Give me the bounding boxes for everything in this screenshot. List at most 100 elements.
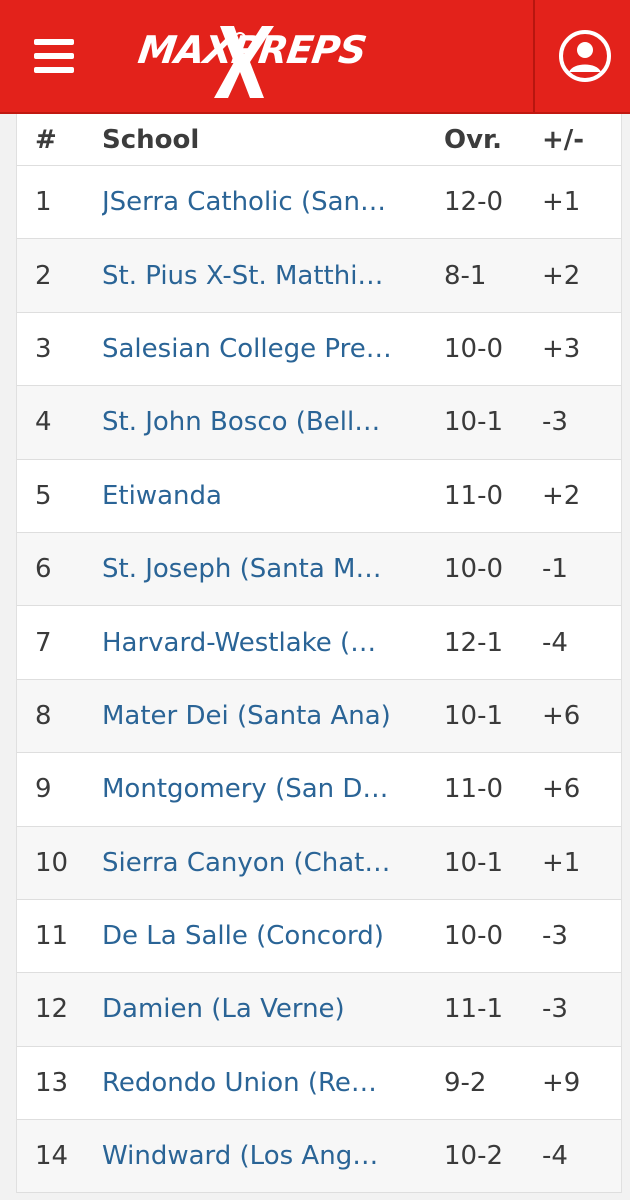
- school-link[interactable]: Redondo Union (Re…: [102, 1067, 377, 1098]
- column-header-change[interactable]: +/-: [542, 124, 585, 155]
- rank-change-cell: -3: [542, 994, 568, 1025]
- rank-change-cell: +2: [542, 480, 581, 511]
- school-cell: Sierra Canyon (Chat…: [102, 827, 432, 899]
- school-link[interactable]: St. Joseph (Santa M…: [102, 554, 382, 585]
- rank-change-cell: +9: [542, 1067, 581, 1098]
- overall-record-cell: 9-2: [444, 1067, 487, 1098]
- table-row: 6 St. Joseph (Santa M… 10-0 -1: [17, 532, 621, 607]
- column-header-school[interactable]: School: [102, 124, 200, 155]
- table-row: 3 Salesian College Pre… 10-0 +3: [17, 313, 621, 387]
- table-row: 10 Sierra Canyon (Chat… 10-1 +1: [17, 826, 621, 900]
- rank-change-cell: +6: [542, 700, 581, 731]
- rank-change-cell: -3: [542, 407, 568, 438]
- table-row: 14 Windward (Los Ang… 10-2 -4: [17, 1120, 621, 1194]
- table-header-row: # School Ovr. +/-: [17, 114, 621, 166]
- school-link[interactable]: Salesian College Pre…: [102, 333, 392, 364]
- school-cell: Harvard-Westlake (…: [102, 606, 432, 678]
- rank-change-cell: +2: [542, 260, 581, 291]
- rank-change-cell: -1: [542, 554, 568, 585]
- header-divider: [533, 0, 535, 112]
- table-row: 5 Etiwanda 11-0 +2: [17, 460, 621, 533]
- rank-change-cell: -4: [542, 1141, 568, 1172]
- overall-record-cell: 10-1: [444, 407, 504, 438]
- rank-cell: 12: [35, 994, 69, 1025]
- rank-cell: 14: [35, 1141, 69, 1172]
- rank-cell: 2: [35, 260, 52, 291]
- school-cell: Windward (Los Ang…: [102, 1120, 432, 1192]
- rank-change-cell: +3: [542, 333, 581, 364]
- school-cell: Montgomery (San D…: [102, 753, 432, 825]
- school-cell: St. Joseph (Santa M…: [102, 533, 432, 605]
- school-link[interactable]: Damien (La Verne): [102, 994, 345, 1025]
- overall-record-cell: 10-1: [444, 700, 504, 731]
- menu-line: [34, 67, 74, 73]
- school-cell: Mater Dei (Santa Ana): [102, 680, 432, 752]
- menu-line: [34, 53, 74, 59]
- table-row: 2 St. Pius X-St. Matthi… 8-1 +2: [17, 239, 621, 313]
- school-cell: JSerra Catholic (San…: [102, 166, 432, 238]
- overall-record-cell: 10-1: [444, 847, 504, 878]
- rank-cell: 9: [35, 774, 52, 805]
- school-cell: Damien (La Verne): [102, 973, 432, 1045]
- school-cell: St. Pius X-St. Matthi…: [102, 239, 432, 311]
- school-link[interactable]: St. John Bosco (Bell…: [102, 407, 381, 438]
- overall-record-cell: 8-1: [444, 260, 487, 291]
- logo-x-figure-icon: [214, 26, 274, 98]
- rank-change-cell: -4: [542, 627, 568, 658]
- menu-line: [34, 39, 74, 45]
- school-cell: St. John Bosco (Bell…: [102, 386, 432, 458]
- overall-record-cell: 11-1: [444, 994, 504, 1025]
- rankings-table: # School Ovr. +/- 1 JSerra Catholic (San……: [16, 114, 622, 1194]
- hamburger-menu-icon[interactable]: [18, 22, 90, 90]
- rank-change-cell: -3: [542, 921, 568, 952]
- overall-record-cell: 12-0: [444, 187, 504, 218]
- school-link[interactable]: Sierra Canyon (Chat…: [102, 847, 391, 878]
- logo-wordmark: MAXPREPS: [135, 28, 369, 72]
- rank-cell: 1: [35, 187, 52, 218]
- rank-cell: 7: [35, 627, 52, 658]
- overall-record-cell: 10-0: [444, 921, 504, 952]
- overall-record-cell: 11-0: [444, 774, 504, 805]
- table-row: 8 Mater Dei (Santa Ana) 10-1 +6: [17, 679, 621, 754]
- top-navigation-bar: MAXPREPS: [0, 0, 630, 114]
- overall-record-cell: 11-0: [444, 480, 504, 511]
- school-link[interactable]: Windward (Los Ang…: [102, 1141, 379, 1172]
- overall-record-cell: 10-0: [444, 554, 504, 585]
- school-cell: Redondo Union (Re…: [102, 1047, 432, 1119]
- school-link[interactable]: Montgomery (San D…: [102, 774, 389, 805]
- school-link[interactable]: Harvard-Westlake (…: [102, 627, 377, 658]
- account-icon[interactable]: [555, 26, 615, 86]
- overall-record-cell: 12-1: [444, 627, 504, 658]
- column-header-rank[interactable]: #: [35, 124, 57, 155]
- rank-cell: 11: [35, 921, 69, 952]
- rank-cell: 5: [35, 480, 52, 511]
- school-cell: Salesian College Pre…: [102, 313, 432, 385]
- school-cell: Etiwanda: [102, 460, 432, 532]
- rank-cell: 10: [35, 847, 69, 878]
- school-link[interactable]: JSerra Catholic (San…: [102, 187, 387, 218]
- table-row: 11 De La Salle (Concord) 10-0 -3: [17, 900, 621, 974]
- school-link[interactable]: Etiwanda: [102, 480, 222, 511]
- school-link[interactable]: Mater Dei (Santa Ana): [102, 700, 391, 731]
- rank-cell: 6: [35, 554, 52, 585]
- maxpreps-logo[interactable]: MAXPREPS: [132, 14, 372, 100]
- table-row: 7 Harvard-Westlake (… 12-1 -4: [17, 606, 621, 680]
- table-row: 9 Montgomery (San D… 11-0 +6: [17, 753, 621, 827]
- school-link[interactable]: St. Pius X-St. Matthi…: [102, 260, 384, 291]
- rank-cell: 3: [35, 333, 52, 364]
- table-row: 1 JSerra Catholic (San… 12-0 +1: [17, 166, 621, 240]
- table-row: 12 Damien (La Verne) 11-1 -3: [17, 973, 621, 1047]
- overall-record-cell: 10-2: [444, 1141, 504, 1172]
- rank-change-cell: +1: [542, 847, 581, 878]
- rank-change-cell: +1: [542, 187, 581, 218]
- school-link[interactable]: De La Salle (Concord): [102, 921, 384, 952]
- rank-cell: 8: [35, 700, 52, 731]
- column-header-overall[interactable]: Ovr.: [444, 124, 503, 155]
- table-row: 4 St. John Bosco (Bell… 10-1 -3: [17, 386, 621, 460]
- table-row: 13 Redondo Union (Re… 9-2 +9: [17, 1047, 621, 1121]
- school-cell: De La Salle (Concord): [102, 900, 432, 972]
- rank-cell: 4: [35, 407, 52, 438]
- rank-change-cell: +6: [542, 774, 581, 805]
- rank-cell: 13: [35, 1067, 69, 1098]
- overall-record-cell: 10-0: [444, 333, 504, 364]
